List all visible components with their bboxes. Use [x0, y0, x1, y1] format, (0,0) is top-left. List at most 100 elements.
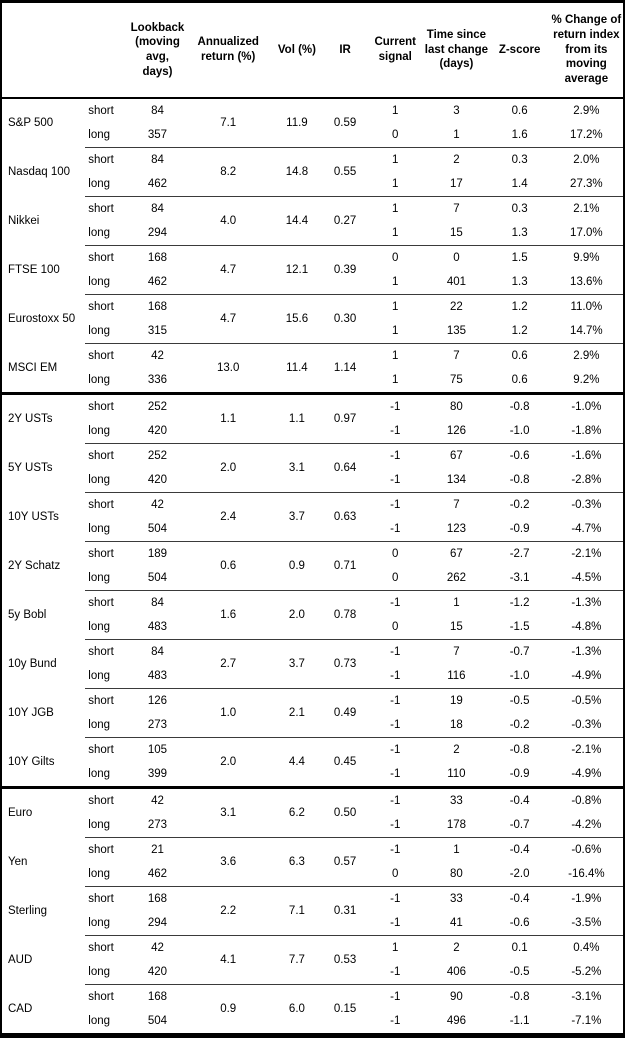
horizon-label: long — [85, 468, 130, 493]
lookback-value: 84 — [151, 105, 164, 117]
z-score-value: 0.1 — [511, 942, 528, 954]
current-signal-value: 0 — [367, 615, 424, 640]
horizon-label: short — [88, 795, 114, 807]
current-signal-value: -1 — [390, 844, 401, 856]
pct-change-value: -4.9% — [549, 762, 624, 789]
lookback-value: 126 — [147, 695, 168, 707]
time-since-value: 7 — [453, 499, 460, 511]
vol-value: 12.1 — [270, 245, 323, 295]
horizon-label: short — [88, 646, 114, 658]
current-signal-value: 1 — [367, 368, 424, 395]
horizon-label: short — [88, 548, 114, 560]
annualized-return-value: 4.7 — [185, 245, 271, 295]
table-row: Sterling short 168 2.2 7.1 0.31 -1 33 -0.4 -1.9% — [1, 886, 624, 936]
time-since-value: 116 — [423, 664, 490, 689]
lookback-value: 252 — [147, 401, 168, 413]
horizon-label: long — [85, 615, 130, 640]
header-ir: IR — [323, 1, 368, 99]
header-row: Lookback (moving avg, days) Annualized r… — [1, 1, 624, 99]
pct-change-value: -3.5% — [549, 911, 624, 936]
vol-value: 7.7 — [270, 935, 323, 985]
time-since-value: 134 — [423, 468, 490, 493]
pct-change-value: 17.0% — [549, 221, 624, 246]
time-since-value: 80 — [450, 401, 463, 413]
lookback-value: 84 — [151, 646, 164, 658]
annualized-return-value: 1.6 — [185, 590, 271, 640]
vol-value: 3.1 — [270, 443, 323, 493]
pct-change-value: 13.6% — [549, 270, 624, 295]
current-signal-value: -1 — [367, 468, 424, 493]
annualized-return-value: 2.4 — [185, 492, 271, 542]
z-score-value: -0.4 — [509, 893, 530, 905]
table-row: S&P 500 short 84 7.1 11.9 0.59 1 3 0.6 2.9% — [1, 98, 624, 148]
z-score-value: -0.7 — [509, 646, 530, 658]
instrument-name: 10Y JGB — [8, 707, 54, 719]
annualized-return-value: 3.1 — [185, 787, 271, 838]
table-row: long 462 1 401 1.3 13.6% — [1, 270, 624, 295]
horizon-label: long — [85, 319, 130, 344]
instrument-name: S&P 500 — [8, 117, 54, 130]
horizon-label: long — [85, 911, 130, 936]
table-row: 10Y Gilts short 105 2.0 4.4 0.45 -1 2 -0.8 -2.1% — [1, 737, 624, 789]
lookback-value: 315 — [129, 319, 186, 344]
time-since-value: 90 — [450, 991, 463, 1003]
instrument-name: Sterling — [8, 905, 47, 917]
time-since-value: 135 — [423, 319, 490, 344]
header-current-signal: Current signal — [367, 1, 424, 99]
z-score-value: -1.0 — [489, 419, 550, 444]
header-instrument — [1, 1, 86, 99]
table-header: Lookback (moving avg, days) Annualized r… — [1, 1, 624, 99]
lookback-value: 483 — [129, 615, 186, 640]
ir-value: 0.15 — [333, 1003, 357, 1015]
current-signal-value: -1 — [367, 911, 424, 936]
ir-value: 0.63 — [323, 492, 368, 542]
table-row: long 504 -1 123 -0.9 -4.7% — [1, 517, 624, 542]
header-lookback: Lookback (moving avg, days) — [129, 1, 186, 99]
time-since-value: 80 — [423, 862, 490, 887]
lookback-value: 42 — [151, 942, 164, 954]
pct-change-value: 14.7% — [549, 319, 624, 344]
time-since-value: 123 — [423, 517, 490, 542]
instrument-name: Nikkei — [8, 215, 40, 227]
table-row: long 294 1 15 1.3 17.0% — [1, 221, 624, 246]
pct-change-value: -1.0% — [571, 401, 602, 413]
vol-value: 14.8 — [270, 147, 323, 197]
time-since-value: 18 — [423, 713, 490, 738]
pct-change-value: 2.1% — [573, 203, 600, 215]
time-since-value: 22 — [450, 301, 463, 313]
table-row: Yen short 21 3.6 6.3 0.57 -1 1 -0.4 -0.6% — [1, 837, 624, 887]
time-since-value: 3 — [453, 105, 460, 117]
header-horizon — [85, 1, 130, 99]
table-row: long 315 1 135 1.2 14.7% — [1, 319, 624, 344]
horizon-label: short — [88, 105, 114, 117]
current-signal-value: -1 — [367, 960, 424, 985]
z-score-value: -2.0 — [489, 862, 550, 887]
vol-value: 11.4 — [270, 343, 323, 395]
table-row: long 483 0 15 -1.5 -4.8% — [1, 615, 624, 640]
z-score-value: -1.1 — [509, 1015, 530, 1027]
ir-value: 0.64 — [323, 443, 368, 493]
header-pct-change: % Change of return index from its moving… — [549, 1, 624, 99]
lookback-value: 168 — [147, 991, 168, 1003]
horizon-label: long — [85, 270, 130, 295]
z-score-value: -0.4 — [509, 844, 530, 856]
pct-change-value: -4.9% — [549, 664, 624, 689]
current-signal-value: -1 — [390, 401, 401, 413]
table-row: long 336 1 75 0.6 9.2% — [1, 368, 624, 395]
z-score-value: -0.5 — [489, 960, 550, 985]
table-row: long 420 -1 406 -0.5 -5.2% — [1, 960, 624, 985]
pct-change-value: -2.1% — [571, 744, 602, 756]
pct-change-value: -7.1% — [571, 1015, 602, 1027]
horizon-label: long — [85, 713, 130, 738]
annualized-return-value: 1.0 — [185, 688, 271, 738]
time-since-value: 15 — [423, 221, 490, 246]
lookback-value: 84 — [151, 154, 164, 166]
time-since-value: 2 — [453, 942, 460, 954]
annualized-return-value: 4.1 — [185, 935, 271, 985]
table-row: long 420 -1 134 -0.8 -2.8% — [1, 468, 624, 493]
z-score-value: 0.6 — [489, 368, 550, 395]
horizon-label: long — [85, 123, 130, 148]
instrument-name: 2Y USTs — [8, 413, 53, 426]
time-since-value: 67 — [450, 450, 463, 462]
instrument-name: 5y Bobl — [8, 609, 47, 621]
